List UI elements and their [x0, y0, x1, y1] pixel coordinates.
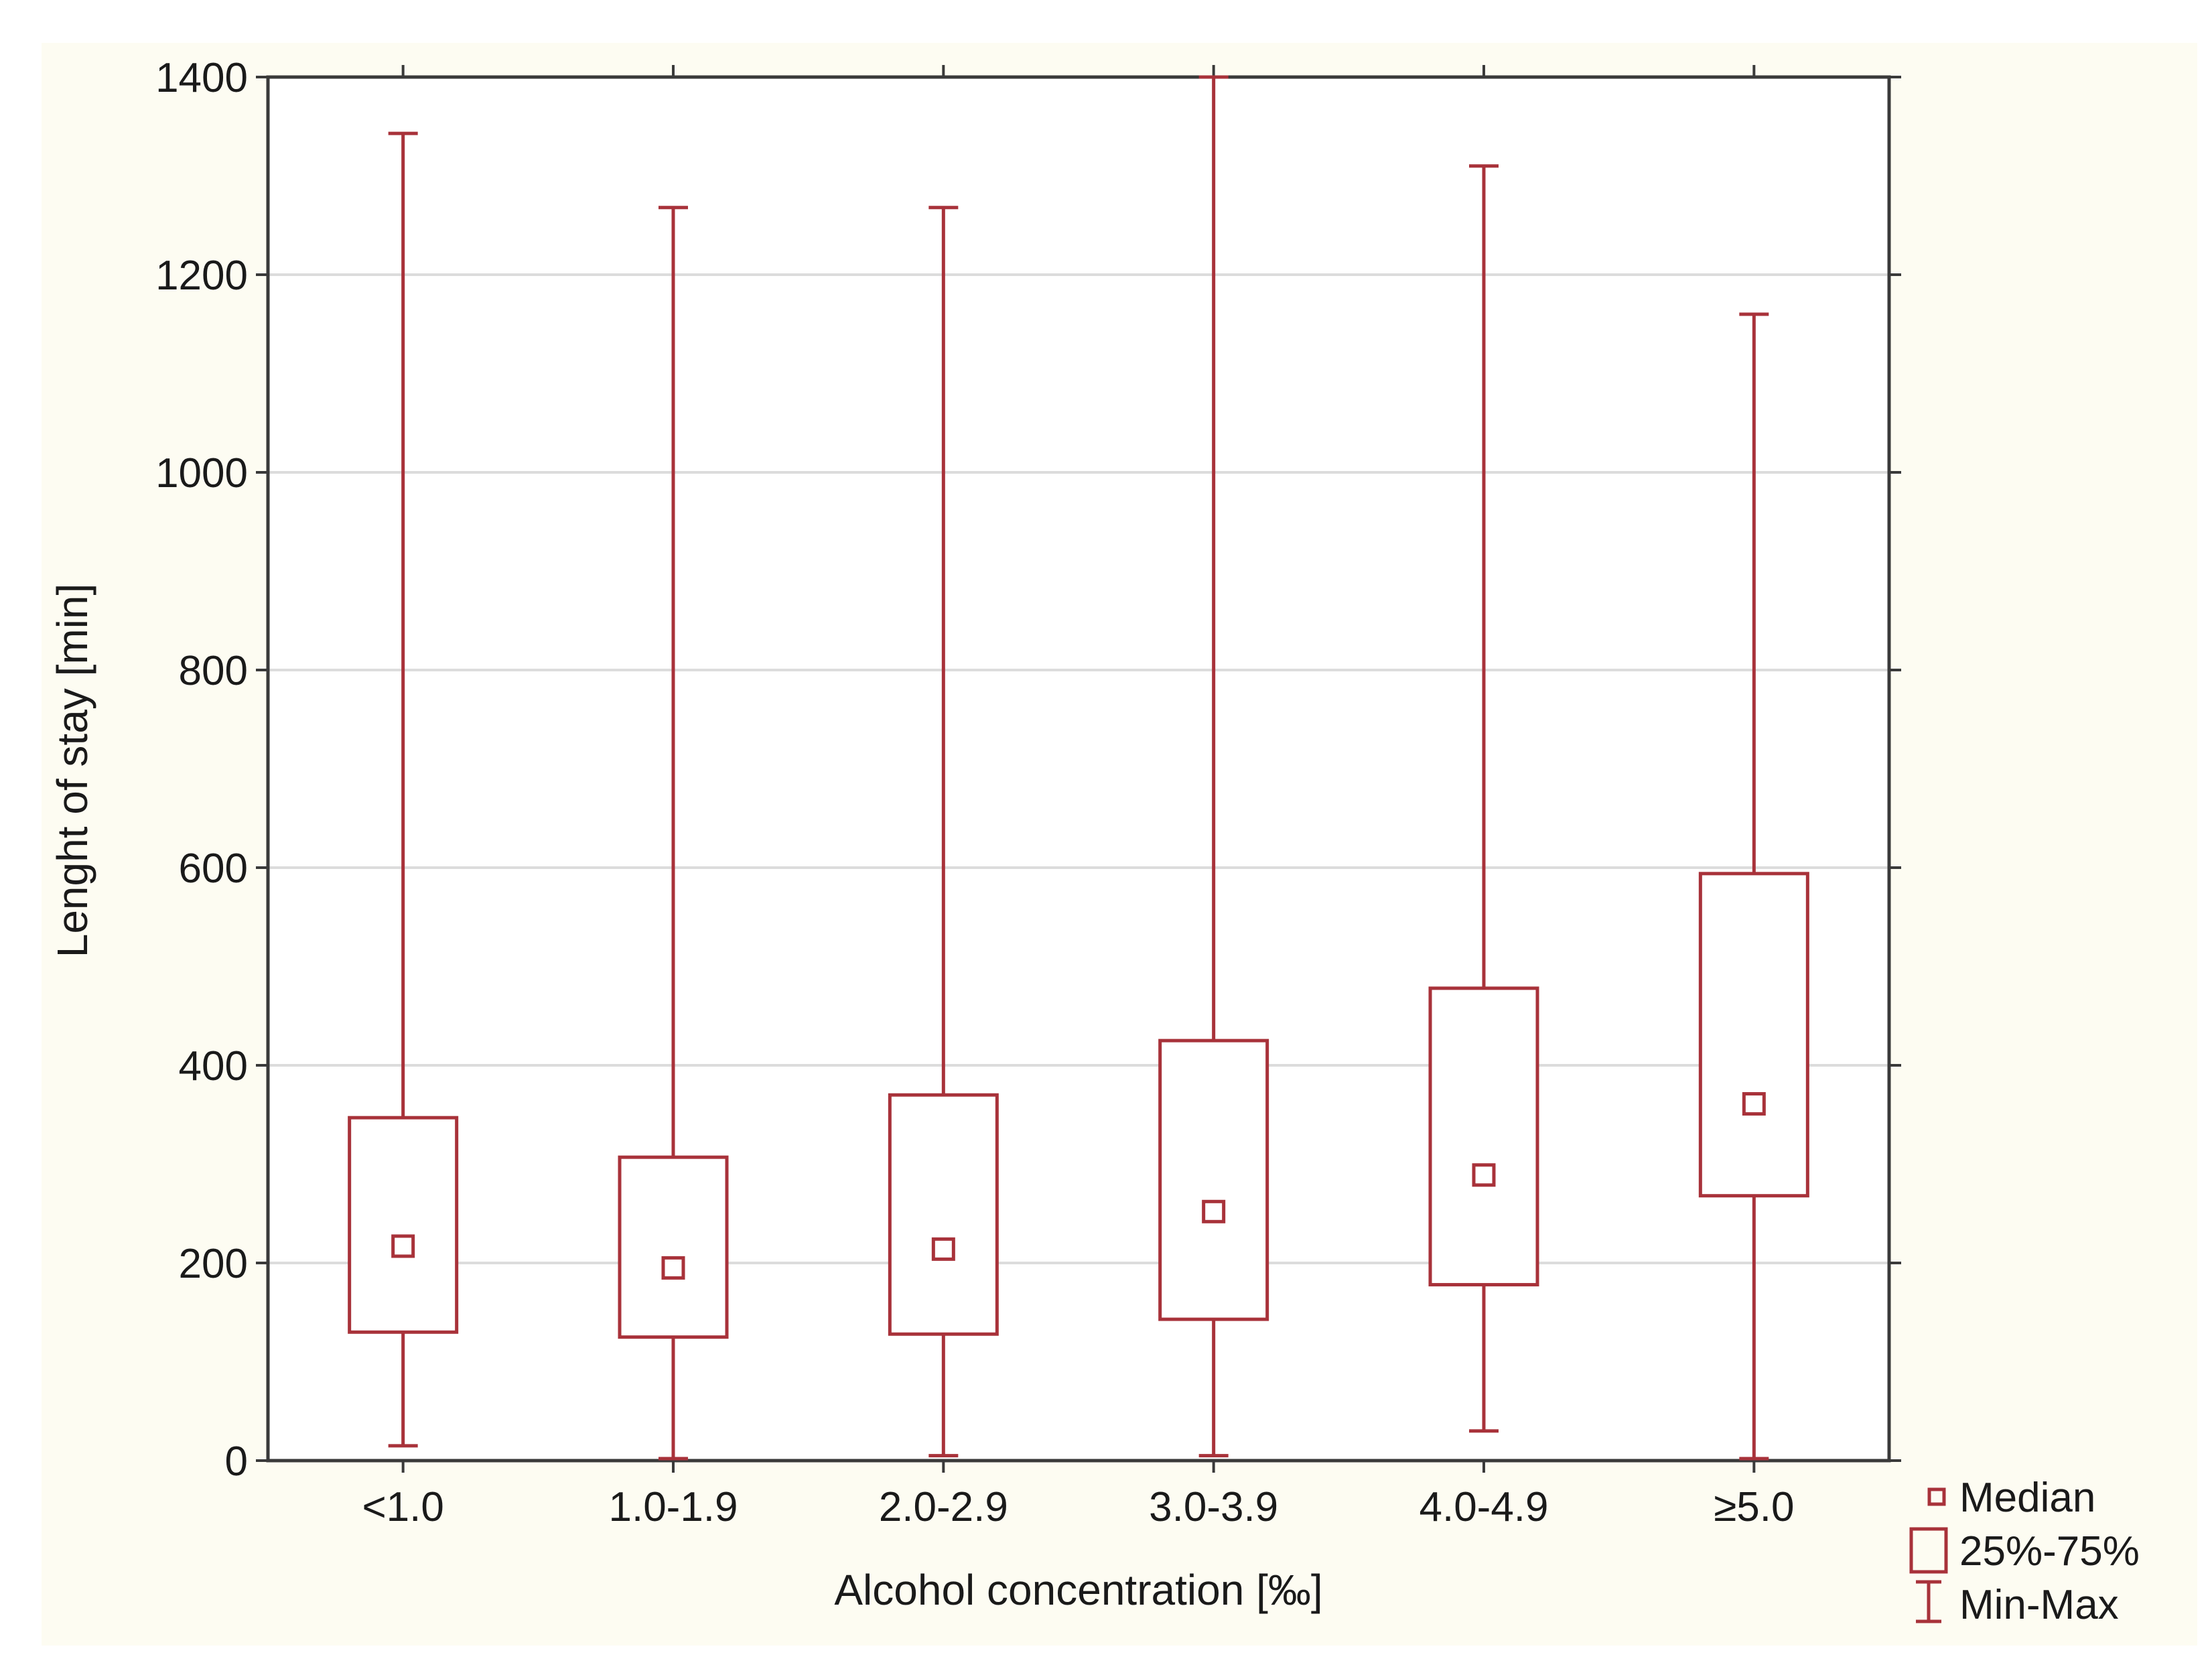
y-tick-label: 1000 [155, 450, 248, 496]
legend: Median 25%-75% Min-Max [1909, 1475, 2140, 1628]
box-group [1428, 164, 1539, 1433]
iqr-box [618, 1155, 729, 1339]
boxes [348, 75, 1809, 1461]
legend-median-label: Median [1959, 1475, 2095, 1521]
legend-median-symbol [1927, 1487, 1946, 1506]
box-group [618, 206, 729, 1461]
x-tick-label: 1.0-1.9 [608, 1484, 738, 1530]
y-axis-title: Lenght of stay [min] [48, 584, 96, 958]
plot-area [266, 75, 1891, 1463]
y-tick-label: 200 [179, 1241, 248, 1287]
iqr-box [1428, 986, 1539, 1286]
box-group [348, 131, 459, 1448]
legend-whisker-symbol [1916, 1580, 1941, 1623]
x-axis-ticks: <1.0 1.0-1.9 2.0-2.9 3.0-3.9 4.0-4.9 ≥5.0 [362, 65, 1794, 1530]
x-tick-label: 2.0-2.9 [879, 1484, 1008, 1530]
y-tick-label: 800 [179, 648, 248, 694]
y-tick-label: 400 [179, 1043, 248, 1089]
box-group [1698, 312, 1809, 1461]
y-tick-label: 1200 [155, 253, 248, 299]
box-group [1158, 75, 1269, 1458]
x-tick-label: 3.0-3.9 [1149, 1484, 1278, 1530]
gridlines [268, 77, 1889, 1461]
box-group [888, 206, 999, 1458]
iqr-box [1158, 1039, 1269, 1321]
y-axis-ticks: 0 200 400 600 800 1000 1200 1400 [155, 55, 1901, 1485]
x-axis-title: Alcohol concentration [‰] [834, 1566, 1322, 1614]
median-marker [1472, 1163, 1496, 1187]
median-marker [1742, 1092, 1766, 1116]
y-tick-label: 0 [225, 1438, 248, 1485]
y-tick-label: 1400 [155, 55, 248, 101]
median-marker [391, 1234, 415, 1258]
median-marker [931, 1237, 955, 1261]
y-tick-label: 600 [179, 846, 248, 892]
iqr-box [348, 1116, 459, 1334]
iqr-box [888, 1093, 999, 1336]
median-marker [1202, 1199, 1226, 1223]
legend-whisker-label: Min-Max [1959, 1582, 2119, 1628]
plot-background [268, 77, 1889, 1461]
median-marker [661, 1256, 685, 1280]
x-tick-label: <1.0 [362, 1484, 443, 1530]
x-tick-label: ≥5.0 [1714, 1484, 1794, 1530]
x-tick-label: 4.0-4.9 [1419, 1484, 1548, 1530]
legend-box-symbol [1909, 1527, 1948, 1574]
legend-box-label: 25%-75% [1959, 1528, 2140, 1575]
iqr-box [1698, 872, 1809, 1198]
